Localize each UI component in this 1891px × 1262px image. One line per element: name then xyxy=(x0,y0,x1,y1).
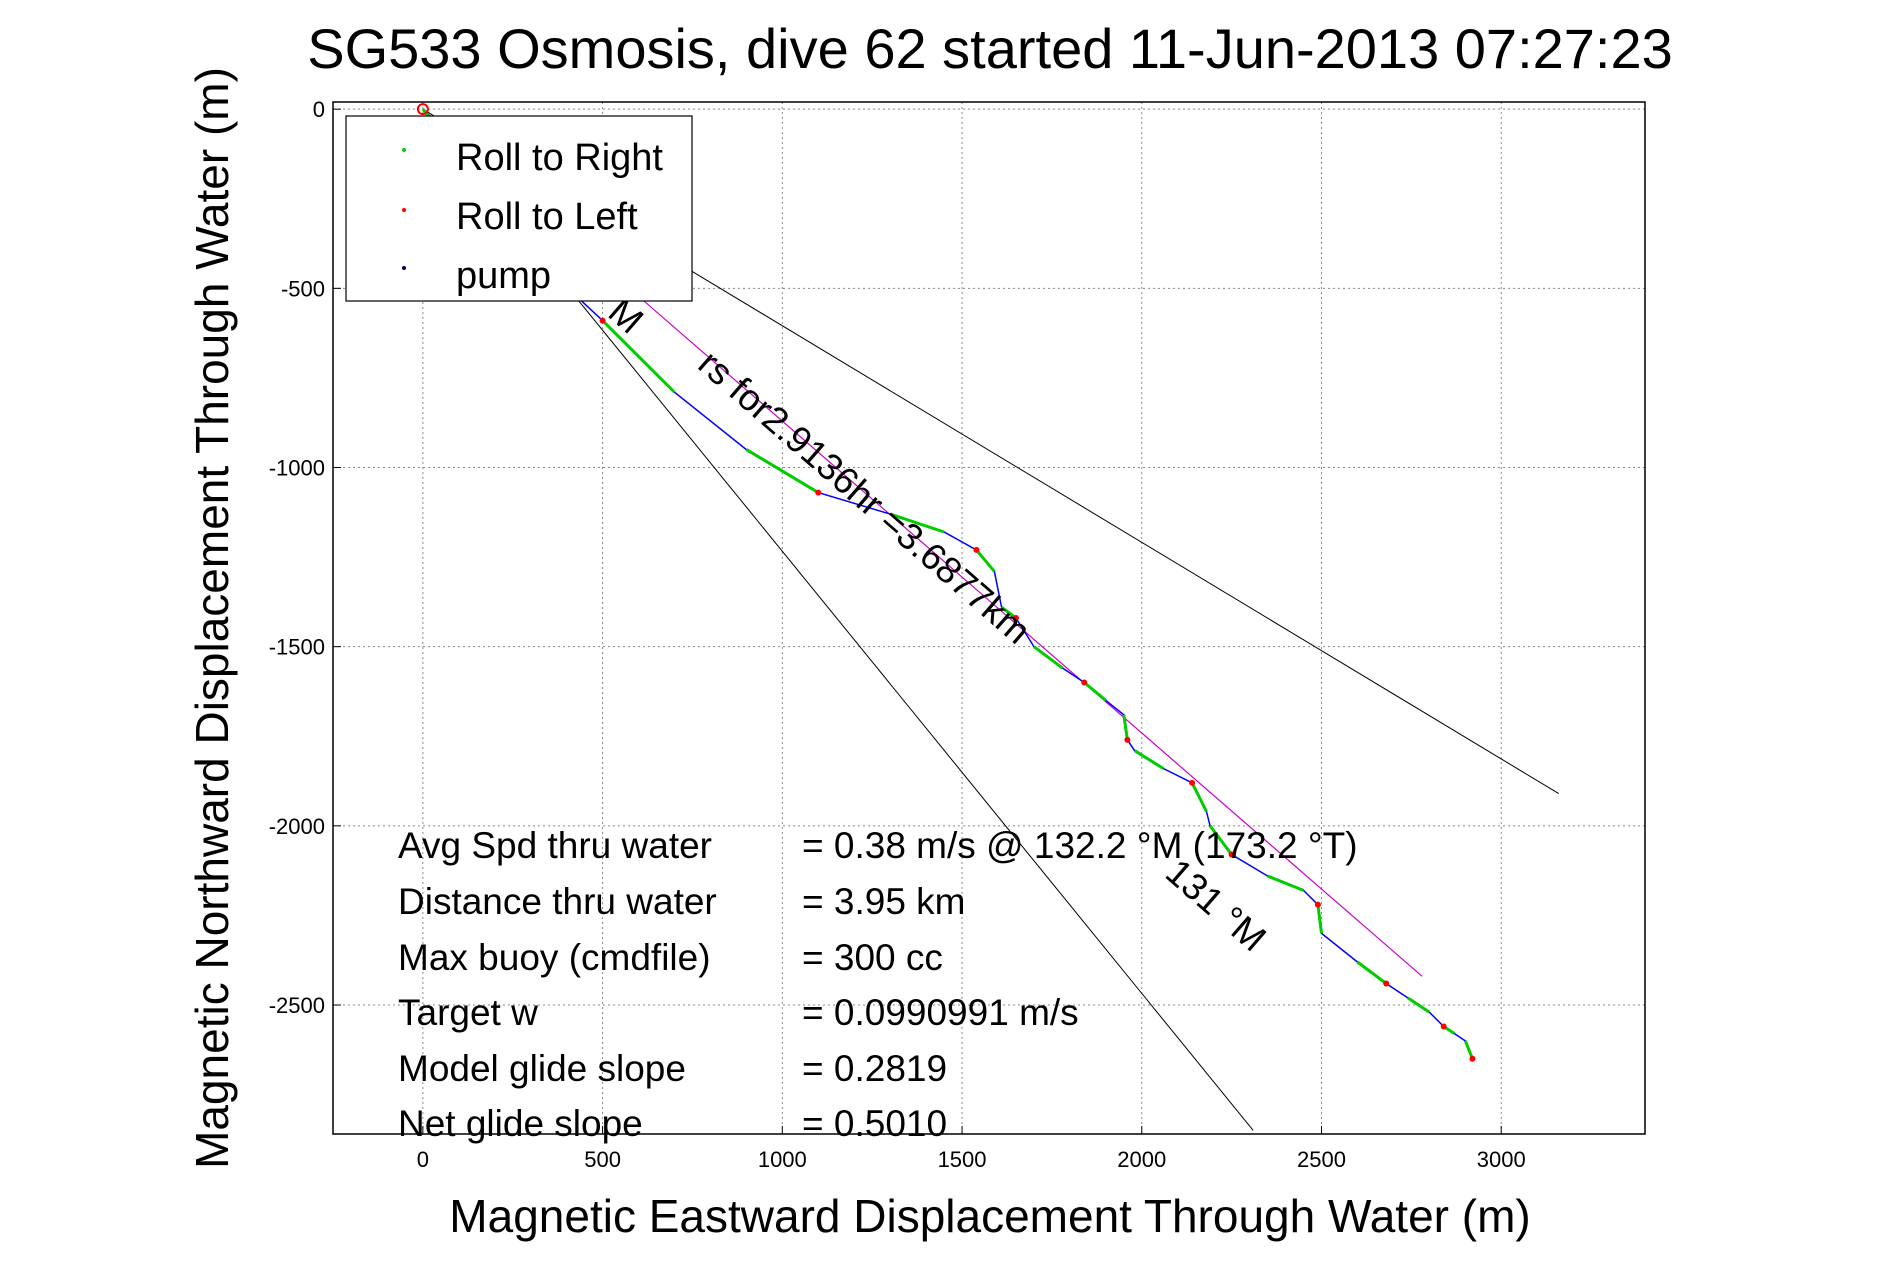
plot-frame xyxy=(332,101,1646,1135)
stat-label-model-glide: Model glide slope xyxy=(398,1048,686,1089)
x-tick-label: 1500 xyxy=(938,1147,987,1172)
x-tick-label: 2000 xyxy=(1117,1147,1166,1172)
roll-right-segment xyxy=(889,512,945,534)
stat-label-max-buoy: Max buoy (cmdfile) xyxy=(398,937,711,978)
y-tick-label: -2500 xyxy=(269,993,325,1018)
roll-left-point xyxy=(1314,901,1321,908)
x-tick-label: 3000 xyxy=(1477,1147,1526,1172)
roll-right-segment xyxy=(601,319,676,394)
stat-label-avg-speed: Avg Spd thru water xyxy=(398,825,712,866)
y-tick-label: 0 xyxy=(313,97,325,122)
roll-left-point xyxy=(1228,851,1235,858)
roll-right-segment xyxy=(975,548,996,573)
x-axis-label: Magnetic Eastward Displacement Through W… xyxy=(449,1190,1530,1242)
roll-left-point xyxy=(973,546,980,553)
roll-right-segment xyxy=(1208,824,1233,856)
chart-title: SG533 Osmosis, dive 62 started 11-Jun-20… xyxy=(307,17,1673,80)
legend-marker-roll-left xyxy=(402,208,406,212)
annotation-label: 131 °M xyxy=(1158,851,1274,959)
y-tick-label: -1000 xyxy=(269,456,325,481)
x-tick-label: 500 xyxy=(584,1147,621,1172)
stat-value-max-buoy: = 300 cc xyxy=(802,937,943,978)
y-tick-label: -500 xyxy=(281,276,325,301)
roll-left-point xyxy=(1469,1055,1476,1062)
roll-left-point xyxy=(1124,736,1131,743)
roll-left-point xyxy=(1012,615,1019,621)
roll-right-segment xyxy=(1356,960,1388,985)
stat-value-net-glide: = 0.5010 xyxy=(802,1103,947,1144)
roll-left-point xyxy=(815,489,822,496)
roll-left-point xyxy=(1440,1023,1447,1030)
annotation-label: rs for2.9136hr =3.6877km xyxy=(691,342,1038,652)
tick-labels: 0 500 1000 1500 2000 2500 3000 0 -500 -1000 -1500 -… xyxy=(269,97,1526,1172)
legend-marker-pump xyxy=(402,266,406,270)
roll-right-segment xyxy=(1463,1040,1474,1060)
roll-right-segment xyxy=(1406,996,1431,1014)
legend: Roll to Right Roll to Left pump xyxy=(345,115,693,302)
stat-value-target-w: = 0.0990991 m/s xyxy=(802,992,1079,1033)
y-axis-label: Magnetic Northward Displacement Through … xyxy=(186,67,238,1169)
stat-label-net-glide: Net glide slope xyxy=(398,1103,643,1144)
stat-value-model-glide: = 0.2819 xyxy=(802,1048,947,1089)
legend-label-roll-right: Roll to Right xyxy=(456,137,663,179)
stat-label-target-w: Target w xyxy=(398,992,538,1033)
legend-marker-roll-right xyxy=(402,148,406,152)
roll-left-point xyxy=(599,317,606,324)
x-tick-label: 2500 xyxy=(1297,1147,1346,1172)
roll-right-segment xyxy=(1122,714,1129,741)
roll-right-segment xyxy=(1190,782,1208,813)
roll-right-segment xyxy=(1316,904,1323,934)
roll-right-segment xyxy=(1133,749,1165,770)
y-tick-label: -1500 xyxy=(269,635,325,660)
x-tick-label: 1000 xyxy=(758,1147,807,1172)
stats-block: Avg Spd thru water = 0.38 m/s @ 132.2 °M… xyxy=(398,825,1358,1144)
roll-left-point xyxy=(1081,679,1088,686)
roll-right-segment xyxy=(1267,874,1305,892)
roll-left-point xyxy=(1383,980,1390,987)
roll-right-segment xyxy=(1033,645,1064,670)
stat-label-distance: Distance thru water xyxy=(398,881,717,922)
roll-left-point xyxy=(1189,779,1196,786)
legend-label-pump: pump xyxy=(456,255,551,297)
roll-right-segment xyxy=(745,448,820,494)
legend-label-roll-left: Roll to Left xyxy=(456,196,638,238)
roll-right-segment xyxy=(1083,681,1107,702)
stat-value-avg-speed: = 0.38 m/s @ 132.2 °M (173.2 °T) xyxy=(802,825,1358,866)
stat-value-distance: = 3.95 km xyxy=(802,881,966,922)
pump-point xyxy=(416,103,429,116)
y-tick-label: -2000 xyxy=(269,814,325,839)
x-tick-label: 0 xyxy=(417,1147,429,1172)
